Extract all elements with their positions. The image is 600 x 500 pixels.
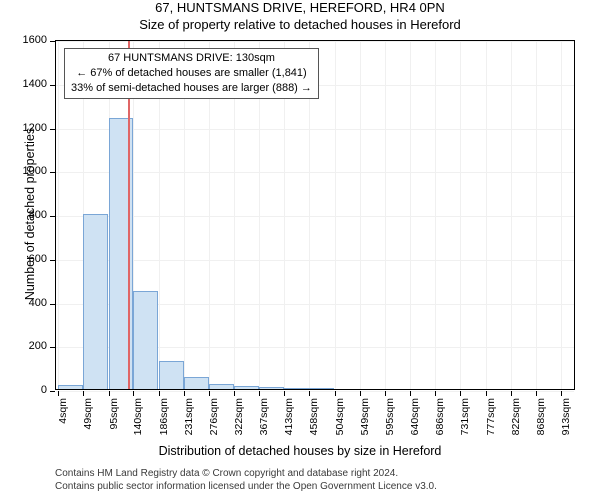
ytick-label: 1600: [23, 34, 47, 46]
xtick-label: 549sqm: [359, 398, 371, 435]
xtick-label: 140sqm: [132, 398, 144, 435]
histogram-bar: [309, 388, 334, 389]
annotation-line-3: 33% of semi-detached houses are larger (…: [71, 81, 312, 96]
ytick-mark: [50, 304, 55, 305]
chart-title: 67, HUNTSMANS DRIVE, HEREFORD, HR4 0PN: [0, 0, 600, 15]
footer-line-2: Contains public sector information licen…: [55, 481, 437, 494]
xtick-label: 186sqm: [158, 398, 170, 435]
xtick-label: 4sqm: [57, 398, 69, 424]
ytick-label: 1200: [23, 122, 47, 134]
xtick-label: 913sqm: [560, 398, 572, 435]
xtick-label: 868sqm: [535, 398, 547, 435]
grid-v: [410, 41, 411, 389]
xtick-label: 777sqm: [485, 398, 497, 435]
histogram-bar: [209, 384, 234, 389]
histogram-bar: [284, 388, 309, 389]
xtick-mark: [511, 391, 512, 396]
xtick-label: 458sqm: [308, 398, 320, 435]
xtick-label: 640sqm: [409, 398, 421, 435]
ytick-label: 1000: [23, 165, 47, 177]
annotation-line-1: 67 HUNTSMANS DRIVE: 130sqm: [71, 51, 312, 66]
xtick-mark: [435, 391, 436, 396]
grid-v: [58, 41, 59, 389]
xtick-mark: [486, 391, 487, 396]
histogram-bar: [133, 291, 158, 389]
xtick-mark: [209, 391, 210, 396]
xtick-label: 413sqm: [283, 398, 295, 435]
xtick-mark: [109, 391, 110, 396]
xtick-mark: [561, 391, 562, 396]
ytick-mark: [50, 260, 55, 261]
xtick-mark: [159, 391, 160, 396]
xtick-label: 822sqm: [510, 398, 522, 435]
xtick-mark: [83, 391, 84, 396]
grid-v: [360, 41, 361, 389]
xtick-label: 322sqm: [233, 398, 245, 435]
ytick-mark: [50, 391, 55, 392]
grid-v: [536, 41, 537, 389]
annotation-box: 67 HUNTSMANS DRIVE: 130sqm ← 67% of deta…: [64, 48, 319, 99]
grid-v: [385, 41, 386, 389]
histogram-bar: [184, 377, 209, 389]
grid-v: [335, 41, 336, 389]
histogram-bar: [58, 385, 83, 389]
xtick-mark: [58, 391, 59, 396]
xtick-mark: [536, 391, 537, 396]
grid-v: [511, 41, 512, 389]
grid-v: [561, 41, 562, 389]
ytick-label: 0: [41, 384, 47, 396]
ytick-label: 600: [29, 253, 47, 265]
xtick-mark: [184, 391, 185, 396]
xtick-mark: [410, 391, 411, 396]
xtick-label: 367sqm: [258, 398, 270, 435]
ytick-label: 800: [29, 209, 47, 221]
xtick-mark: [385, 391, 386, 396]
histogram-bar: [259, 387, 284, 389]
ytick-label: 400: [29, 297, 47, 309]
xtick-label: 731sqm: [459, 398, 471, 435]
ytick-mark: [50, 41, 55, 42]
footer-line-1: Contains HM Land Registry data © Crown c…: [55, 468, 437, 481]
xtick-label: 95sqm: [108, 398, 120, 430]
xtick-mark: [360, 391, 361, 396]
ytick-mark: [50, 172, 55, 173]
ytick-mark: [50, 216, 55, 217]
xtick-mark: [284, 391, 285, 396]
grid-v: [435, 41, 436, 389]
ytick-label: 200: [29, 340, 47, 352]
xtick-mark: [309, 391, 310, 396]
chart-subtitle: Size of property relative to detached ho…: [0, 17, 600, 32]
annotation-line-2: ← 67% of detached houses are smaller (1,…: [71, 66, 312, 81]
ytick-label: 1400: [23, 78, 47, 90]
histogram-bar: [234, 386, 259, 389]
xtick-label: 504sqm: [334, 398, 346, 435]
xtick-label: 686sqm: [434, 398, 446, 435]
footer-attribution: Contains HM Land Registry data © Crown c…: [55, 468, 437, 493]
xtick-mark: [460, 391, 461, 396]
xtick-mark: [133, 391, 134, 396]
xtick-label: 276sqm: [208, 398, 220, 435]
ytick-mark: [50, 347, 55, 348]
x-axis-label: Distribution of detached houses by size …: [0, 444, 600, 458]
grid-v: [460, 41, 461, 389]
histogram-bar: [159, 361, 184, 389]
histogram-bar: [83, 214, 108, 389]
xtick-mark: [259, 391, 260, 396]
grid-v: [486, 41, 487, 389]
xtick-label: 231sqm: [183, 398, 195, 435]
xtick-mark: [335, 391, 336, 396]
xtick-label: 595sqm: [384, 398, 396, 435]
ytick-mark: [50, 129, 55, 130]
ytick-mark: [50, 85, 55, 86]
xtick-mark: [234, 391, 235, 396]
xtick-label: 49sqm: [82, 398, 94, 430]
